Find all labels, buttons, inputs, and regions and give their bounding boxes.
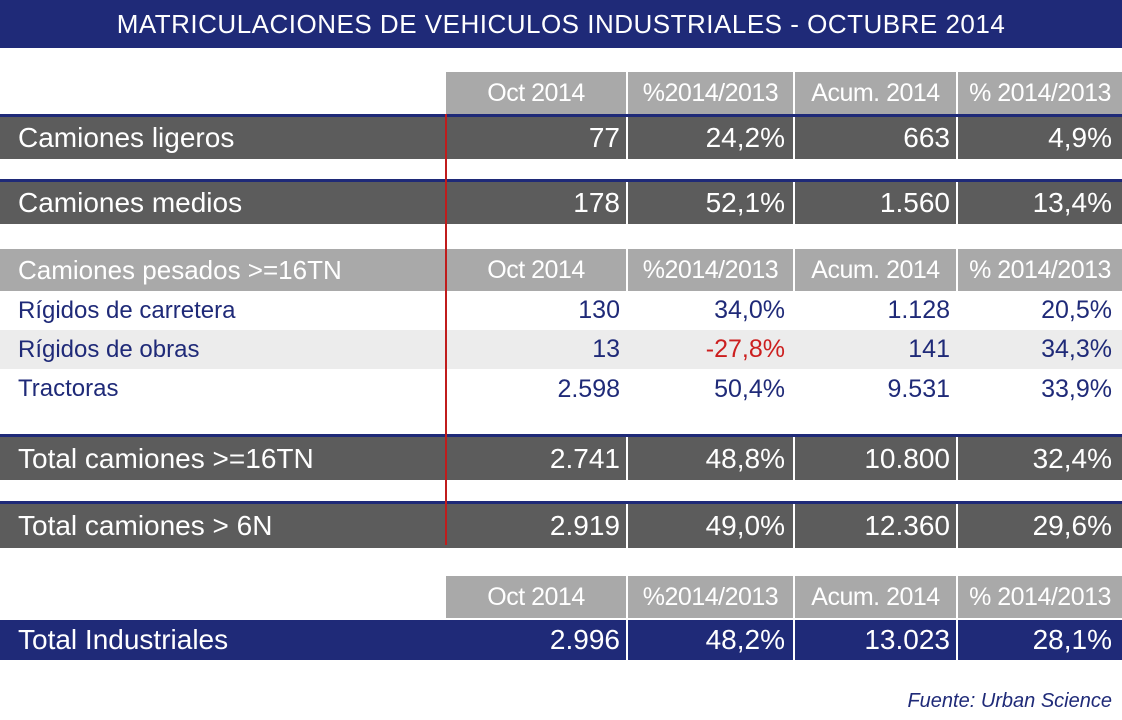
cell-pct: 34,0% [714,296,785,324]
cell-pct: 50,4% [714,374,785,403]
cell-acum: 9.531 [887,374,950,403]
column-header-row: Oct 2014 %2014/2013 Acum. 2014 % 2014/20… [0,72,1122,114]
row-label: Rígidos de carretera [18,296,236,324]
cell-acum: 13.023 [793,620,956,660]
cell-oct: 130 [578,296,620,324]
cell-acum: 1.560 [793,182,956,224]
col-header-pct: %2014/2013 [626,72,793,114]
table-row-tractoras: Tractoras 2.598 50,4% 9.531 33,9% [0,369,1122,409]
col-header-acum: Acum. 2014 [793,72,956,114]
cell-pct-acum: 33,9% [1041,374,1112,403]
cell-pct-acum: 29,6% [956,504,1122,548]
col-header-oct: Oct 2014 [446,72,626,114]
cell-oct: 77 [588,122,620,153]
cell-acum: 663 [793,117,956,159]
cell-pct: 48,2% [626,620,793,660]
cell-oct: 178 [573,187,620,218]
cell-pct-acum: 4,9% [956,117,1122,159]
cell-acum: 141 [908,335,950,363]
col-header-pct-acum: % 2014/2013 [956,576,1122,618]
row-label: Total camiones >=16TN [18,442,314,474]
cell-oct: 2.996 [549,624,620,655]
col-header-acum: Acum. 2014 [793,249,956,291]
column-header-row-2: Oct 2014 %2014/2013 Acum. 2014 % 2014/20… [0,576,1122,618]
row-label: Tractoras [18,375,119,402]
cell-acum: 10.800 [793,437,956,480]
page-title: MATRICULACIONES DE VEHICULOS INDUSTRIALE… [0,0,1122,48]
cell-acum: 12.360 [793,504,956,548]
table-row-total-industriales: Total Industriales 2.996 48,2% 13.023 28… [0,620,1122,660]
cell-pct-acum: 32,4% [956,437,1122,480]
col-header-pct-acum: % 2014/2013 [956,72,1122,114]
cell-pct: 49,0% [626,504,793,548]
header-spacer [0,576,446,618]
table-row-medios: Camiones medios 178 52,1% 1.560 13,4% [0,179,1122,224]
cell-pct-negative: -27,8% [705,335,785,363]
header-spacer [0,72,446,114]
table-row-total-16tn: Total camiones >=16TN 2.741 48,8% 10.800… [0,434,1122,480]
table-row-rigidos-obras: Rígidos de obras 13 -27,8% 141 34,3% [0,330,1122,369]
table-row-rigidos-carretera: Rígidos de carretera 130 34,0% 1.128 20,… [0,291,1122,330]
col-header-pct: %2014/2013 [626,249,793,291]
col-header-pct: %2014/2013 [626,576,793,618]
cell-oct: 2.741 [549,442,620,474]
row-label: Camiones pesados >=16TN [18,254,342,285]
row-label: Rígidos de obras [18,335,200,363]
cell-pct: 48,8% [626,437,793,480]
col-header-oct: Oct 2014 [487,255,585,284]
source-note: Fuente: Urban Science [907,690,1112,712]
table-row-pesados-header: Camiones pesados >=16TN Oct 2014 %2014/2… [0,249,1122,291]
cell-pct-acum: 28,1% [956,620,1122,660]
row-label: Camiones ligeros [18,122,235,153]
row-label: Camiones medios [18,187,243,218]
cell-pct-acum: 20,5% [1041,296,1112,324]
cell-oct: 2.598 [557,374,620,403]
cell-pct: 52,1% [626,182,793,224]
col-header-pct-acum: % 2014/2013 [956,249,1122,291]
cell-pct-acum: 34,3% [1041,335,1112,363]
table-row-total-6n: Total camiones > 6N 2.919 49,0% 12.360 2… [0,501,1122,548]
table-row-ligeros: Camiones ligeros 77 24,2% 663 4,9% [0,114,1122,159]
cell-acum: 1.128 [887,296,950,324]
row-label: Total Industriales [18,624,229,655]
cell-oct: 13 [592,335,620,363]
col-header-acum: Acum. 2014 [793,576,956,618]
row-label: Total camiones > 6N [18,510,273,541]
cell-oct: 2.919 [549,510,620,541]
cell-pct: 24,2% [626,117,793,159]
col-header-oct: Oct 2014 [446,576,626,618]
label-column-divider [445,114,447,545]
cell-pct-acum: 13,4% [956,182,1122,224]
